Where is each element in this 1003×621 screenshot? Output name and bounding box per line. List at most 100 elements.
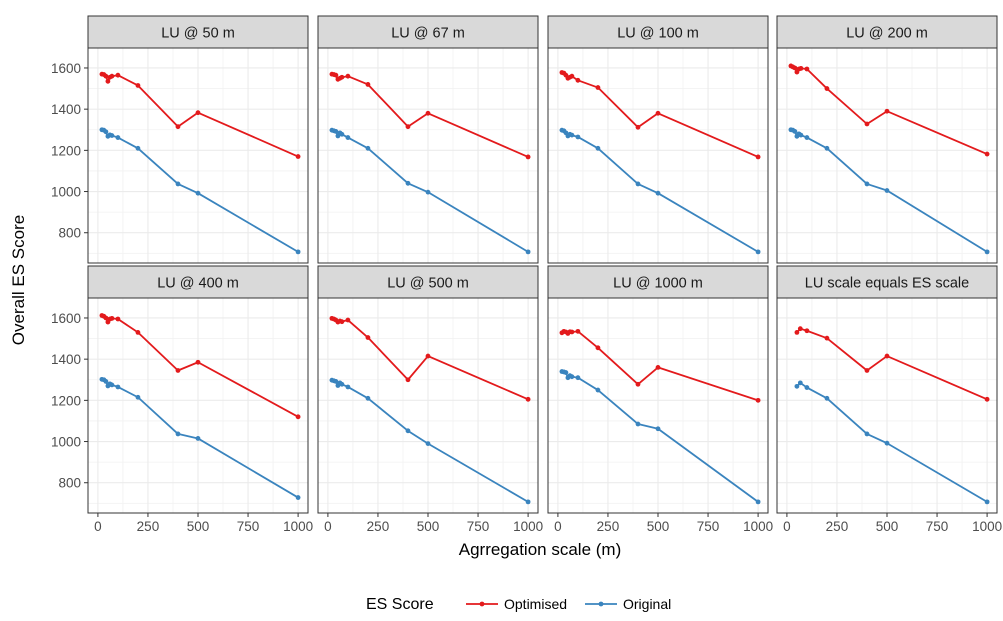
data-point <box>365 335 371 340</box>
y-tick-label: 1000 <box>51 435 81 450</box>
data-point <box>804 66 810 72</box>
data-point <box>755 154 761 160</box>
x-tick-label: 1000 <box>283 519 313 534</box>
x-tick-label: 250 <box>597 519 620 534</box>
legend-key-optimised-point <box>479 601 485 607</box>
data-point <box>798 132 804 138</box>
data-point <box>195 359 201 365</box>
data-point <box>525 249 531 255</box>
data-point <box>575 328 581 334</box>
data-point <box>339 131 345 137</box>
facet-title: LU @ 1000 m <box>613 276 703 292</box>
data-point <box>295 495 301 500</box>
facet-title: LU @ 400 m <box>157 276 239 292</box>
data-point <box>575 77 581 83</box>
x-tick-label: 0 <box>324 519 332 534</box>
facet-title: LU @ 200 m <box>846 26 928 42</box>
y-axis-title: Overall ES Score <box>9 215 28 345</box>
data-point <box>794 383 800 389</box>
data-point <box>595 145 601 151</box>
facet-panel: LU @ 200 m <box>776 15 998 264</box>
data-point <box>635 421 641 427</box>
x-tick-label: 1000 <box>972 519 1002 534</box>
facet-title: LU @ 500 m <box>387 276 469 292</box>
data-point <box>195 190 201 196</box>
data-point <box>635 124 641 130</box>
data-point <box>333 72 339 78</box>
facet-title: LU @ 50 m <box>161 26 235 42</box>
data-point <box>595 85 601 90</box>
facet-title: LU scale equals ES scale <box>805 276 969 292</box>
facet-panel: LU @ 67 m <box>317 15 539 264</box>
y-tick-label: 1400 <box>51 352 81 367</box>
data-point <box>135 145 141 151</box>
facet-strip <box>547 15 769 49</box>
data-point <box>135 394 141 400</box>
panel-border <box>87 47 309 264</box>
data-point <box>655 110 661 116</box>
data-point <box>569 132 575 138</box>
data-point <box>884 440 890 446</box>
data-point <box>365 395 371 401</box>
x-tick-label: 0 <box>94 519 102 534</box>
data-point <box>345 135 351 140</box>
data-point <box>755 499 761 505</box>
data-point <box>575 134 581 140</box>
data-point <box>295 414 301 420</box>
data-point <box>109 382 115 388</box>
facet-panel: LU @ 400 m 800 1000 1200 1400 1600 0 250 500 750 1… <box>51 265 313 534</box>
data-point <box>575 375 581 381</box>
data-point <box>103 73 109 79</box>
data-point <box>405 124 411 130</box>
data-point <box>792 65 798 71</box>
data-point <box>175 368 181 373</box>
data-point <box>635 181 641 187</box>
panel-border <box>776 47 998 264</box>
y-tick-label: 800 <box>58 476 81 491</box>
x-tick-label: 750 <box>697 519 720 534</box>
data-point <box>103 129 109 135</box>
data-point <box>798 65 804 71</box>
data-point <box>595 345 601 351</box>
data-point <box>115 135 121 140</box>
data-point <box>345 384 351 390</box>
data-point <box>195 436 201 441</box>
facet-strip <box>776 15 998 49</box>
y-tick-label: 1200 <box>51 393 81 408</box>
facet-title: LU @ 67 m <box>391 26 465 42</box>
data-point <box>405 377 411 383</box>
data-point <box>984 249 990 255</box>
data-point <box>792 129 798 134</box>
data-point <box>755 249 761 255</box>
data-point <box>797 380 803 386</box>
data-point <box>175 124 181 130</box>
data-point <box>339 319 345 325</box>
data-point <box>109 73 115 79</box>
x-tick-label: 1000 <box>513 519 543 534</box>
data-point <box>115 384 121 390</box>
data-point <box>195 110 201 116</box>
data-point <box>333 129 339 134</box>
facet-panels: LU @ 50 m 800 1000 1200 1400 1600 LU @ 67 m LU … <box>51 15 1002 534</box>
x-tick-label: 500 <box>417 519 440 534</box>
data-point <box>655 190 661 196</box>
x-tick-label: 0 <box>554 519 562 534</box>
facet-strip <box>87 265 309 299</box>
data-point <box>804 385 810 390</box>
facet-panel: LU @ 500 m 0 250 500 750 1000 <box>317 265 543 534</box>
data-point <box>824 335 830 341</box>
data-point <box>103 379 109 384</box>
x-tick-label: 750 <box>237 519 260 534</box>
data-point <box>109 315 115 321</box>
data-point <box>425 353 431 359</box>
data-point <box>804 135 810 140</box>
data-point <box>339 381 345 387</box>
data-point <box>345 73 351 79</box>
data-point <box>365 82 371 87</box>
data-point <box>175 181 181 187</box>
x-axis-title: Agrregation scale (m) <box>459 540 622 559</box>
legend-title: ES Score <box>366 596 434 613</box>
data-point <box>365 145 371 151</box>
x-tick-label: 500 <box>647 519 670 534</box>
